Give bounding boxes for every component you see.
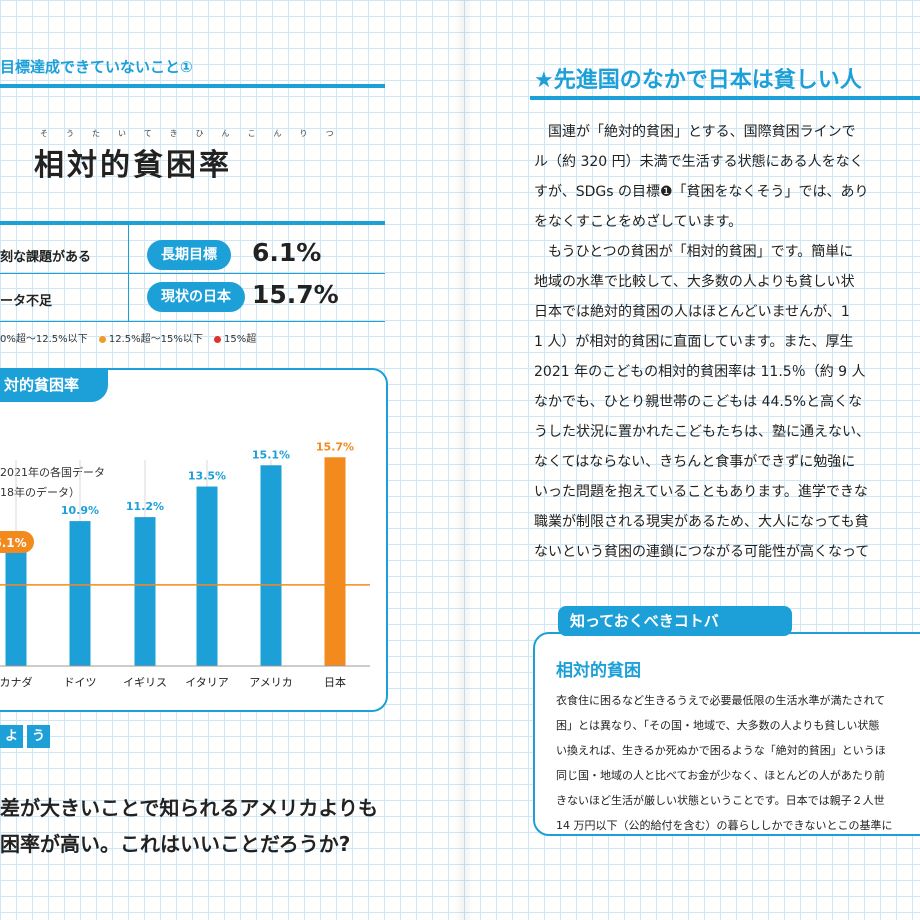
chart-tab: 対的貧困率: [0, 368, 108, 402]
legend-item-1: 0%超～12.5%以下: [0, 334, 88, 345]
body-line: うした状況に置かれたこどもたちは、塾に通えない、: [534, 424, 870, 440]
keyword-term: 相対的貧困: [556, 661, 641, 681]
status-text-2: ータ不足: [0, 294, 53, 309]
orange-dot-icon: [98, 335, 106, 343]
body-line: 日本では絶対的貧困の人はほとんどいませんが、1: [534, 304, 850, 320]
body-line: 国連が「絶対的貧困」とする、国際貧困ラインで: [534, 124, 856, 140]
body-line: すが、SDGs の目標❶「貧困をなくそう」では、あり: [534, 184, 869, 200]
definition-line: 14 万円以下（公的給付を含む）の暮らししかできないとこの基準に: [556, 819, 893, 832]
body-line: 2021 年のこどもの相対的貧困率は 11.5％（約 9 人: [534, 364, 866, 380]
status-table-bottom-border: [0, 321, 385, 322]
definition-line: 困」とは異なり、「その国・地域で、大多数の人よりも貧しい状態: [556, 719, 880, 732]
status-text-1: 刻な課題がある: [0, 250, 92, 265]
long-term-goal-value: 6.1%: [252, 238, 322, 267]
question-line-2: 困率が高い。これはいいことだろうか?: [0, 832, 351, 856]
body-text: 国連が「絶対的貧困」とする、国際貧困ラインで ル（約 320 円）未満で生活する…: [534, 117, 920, 567]
body-line: をなくすことをめざしています。: [534, 214, 743, 230]
bar-value-label: 15.1%: [252, 448, 290, 461]
question-line-1: 差が大きいことで知られるアメリカよりも: [0, 796, 378, 820]
bar-4: [260, 465, 282, 666]
bar-5: [324, 457, 346, 666]
bar-3: [196, 486, 218, 666]
status-table-top-border: [0, 221, 385, 225]
legend-item-2: 12.5%超～15%以下: [108, 334, 203, 345]
red-dot-icon: [214, 335, 222, 343]
chart-note-2: 18年のデータ）: [0, 486, 80, 499]
category-label: イタリア: [185, 676, 229, 689]
definition-line: きないほど生活が厳しい状態ということです。日本では親子２人世: [556, 794, 885, 807]
right-title: ★先進国のなかで日本は貧しい人: [534, 68, 862, 93]
keyword-card: [533, 632, 920, 836]
definition-line: 衣食住に困るなど生きるうえで必要最低限の生活水準が満たされて: [556, 694, 886, 707]
bar-2: [134, 517, 156, 666]
bar-value-label: 11.2%: [126, 500, 164, 513]
question-badge-1: よ: [0, 725, 23, 748]
title-ruby: そうたいてきひんこんりつ: [40, 129, 352, 138]
category-label: ドイツ: [64, 676, 97, 689]
category-label: アメリカ: [249, 676, 292, 689]
body-line: なかでも、ひとり親世帯のこどもは 44.5%と高くな: [534, 394, 863, 410]
chart-note-1: 2021年の各国データ: [0, 466, 105, 479]
section-label: 目標達成できていないこと①: [0, 58, 193, 76]
question-badge-2: う: [27, 725, 50, 748]
body-line: 地域の水準で比較して、大多数の人よりも貧しい状: [534, 274, 855, 290]
category-label: カナダ: [0, 675, 33, 689]
bar-value-label: 13.5%: [188, 470, 226, 483]
bar-value-label: 10.9%: [61, 504, 99, 517]
target-label: 6.1%: [0, 536, 27, 550]
chart-card: [0, 368, 388, 712]
bar-0: [5, 551, 27, 666]
keyword-definition: 衣食住に困るなど生きるうえで必要最低限の生活水準が満たされて 困」とは異なり、「…: [556, 688, 893, 838]
body-line: いった問題を抱えていることもあります。進学できな: [534, 484, 868, 500]
body-line: ないという貧困の連鎖につながる可能性が高くなって: [534, 544, 870, 560]
top-divider: [0, 84, 385, 88]
status-row-separator: [0, 273, 385, 274]
definition-line: 同じ国・地域の人と比べてお金が少なく、ほとんどの人があたり前: [556, 769, 885, 782]
chart-bars: 8.6%カナダ10.9%ドイツ11.2%イギリス13.5%イタリア15.1%アメ…: [0, 440, 354, 689]
keyword-tab: 知っておくべきコトバ: [558, 606, 792, 636]
bar-chart: 8.6%カナダ10.9%ドイツ11.2%イギリス13.5%イタリア15.1%アメ…: [0, 440, 370, 689]
bar-value-label: 15.7%: [316, 440, 354, 453]
body-line: 1 人）が相対的貧困に直面しています。また、厚生: [534, 334, 854, 350]
legend: 0%超～12.5%以下 12.5%超～15%以下 15%超: [0, 330, 256, 345]
body-line: なくてはならない、きちんと食事ができずに勉強に: [534, 454, 856, 470]
legend-item-3: 15%超: [224, 334, 257, 345]
book-spine: [455, 0, 473, 920]
body-line: もうひとつの貧困が「相対的貧困」です。簡単に: [534, 244, 854, 260]
body-line: 職業が制限される現実があるため、大人になっても貧: [534, 514, 869, 530]
right-title-underline: [530, 96, 920, 100]
category-label: イギリス: [123, 676, 167, 689]
page-title: 相対的貧困率: [34, 148, 232, 183]
current-japan-pill: 現状の日本: [147, 282, 245, 312]
bar-1: [69, 521, 91, 666]
current-japan-value: 15.7%: [252, 280, 339, 309]
long-term-goal-pill: 長期目標: [147, 240, 231, 270]
target-label-bubble: [0, 531, 34, 553]
chart-gridlines: [15, 460, 336, 666]
category-label: 日本: [324, 675, 346, 689]
body-line: ル（約 320 円）未満で生活する状態にある人をなく: [534, 154, 864, 170]
definition-line: い換えれば、生きるか死ぬかで困るような「絶対的貧困」というほ: [556, 744, 886, 757]
